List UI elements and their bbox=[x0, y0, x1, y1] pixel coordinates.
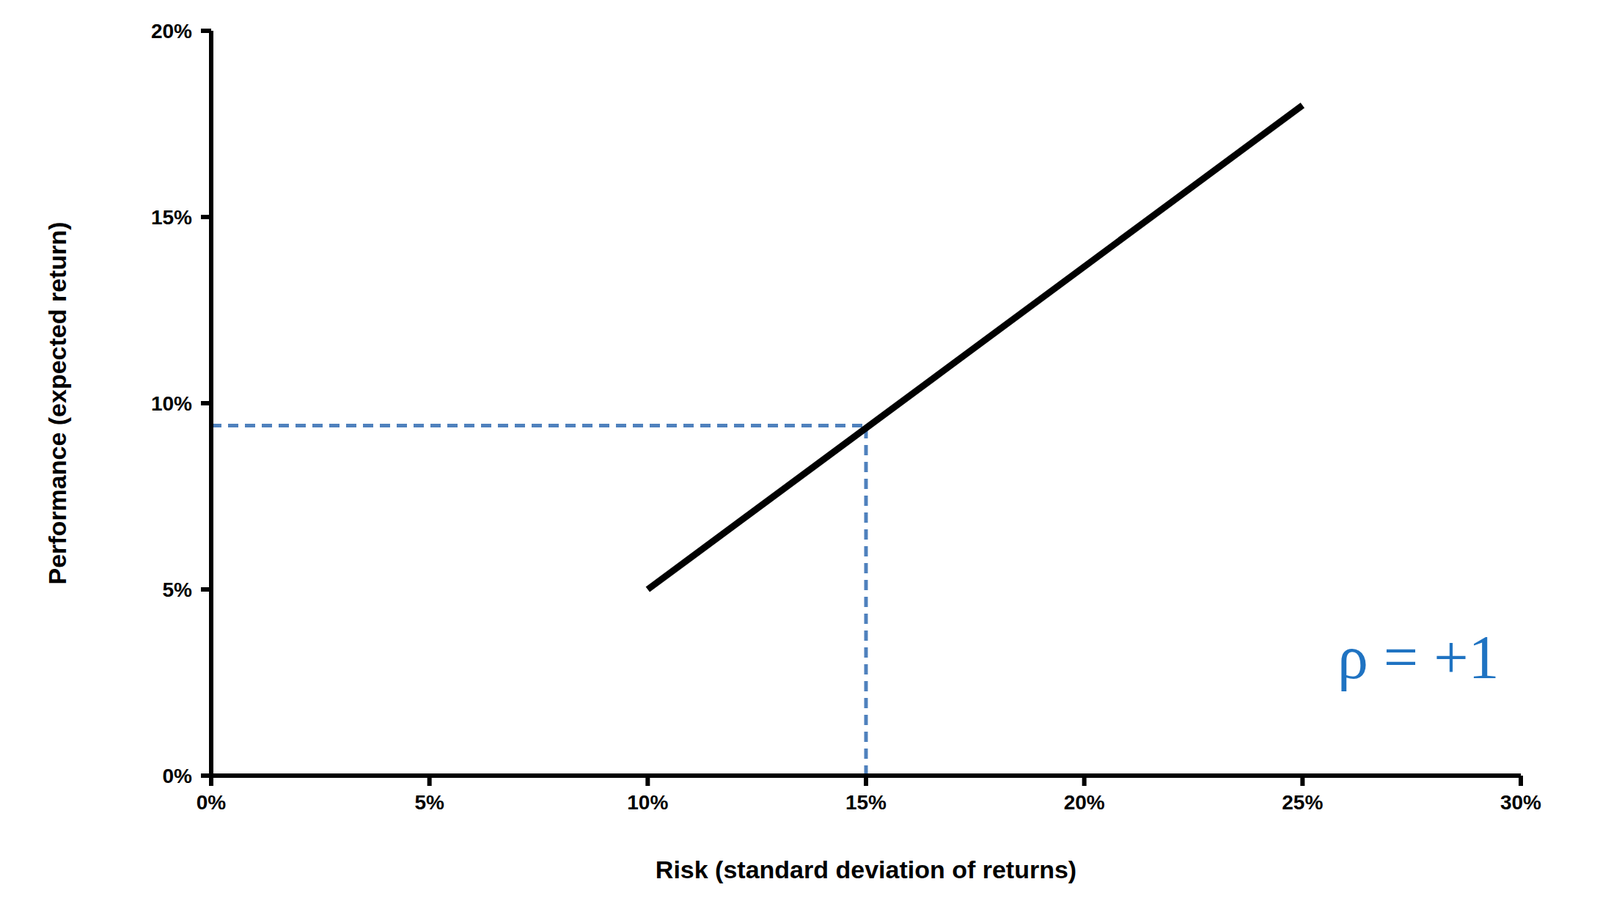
svg-text:15%: 15% bbox=[151, 206, 193, 229]
svg-text:20%: 20% bbox=[151, 19, 193, 43]
svg-text:0%: 0% bbox=[162, 764, 193, 788]
svg-text:Performance (expected return): Performance (expected return) bbox=[43, 221, 72, 585]
svg-text:30%: 30% bbox=[1500, 791, 1542, 814]
svg-text:5%: 5% bbox=[162, 578, 193, 602]
svg-text:5%: 5% bbox=[414, 791, 445, 814]
svg-text:0%: 0% bbox=[196, 791, 227, 814]
svg-text:10%: 10% bbox=[151, 392, 193, 416]
svg-text:10%: 10% bbox=[626, 791, 669, 814]
html-text:ρ = +1: ρ = +1 bbox=[1337, 623, 1500, 692]
svg-text:Risk (standard deviation of re: Risk (standard deviation of returns) bbox=[655, 855, 1077, 884]
svg-text:15%: 15% bbox=[845, 791, 887, 814]
svg-text:25%: 25% bbox=[1281, 791, 1323, 814]
svg-text:20%: 20% bbox=[1063, 791, 1106, 814]
